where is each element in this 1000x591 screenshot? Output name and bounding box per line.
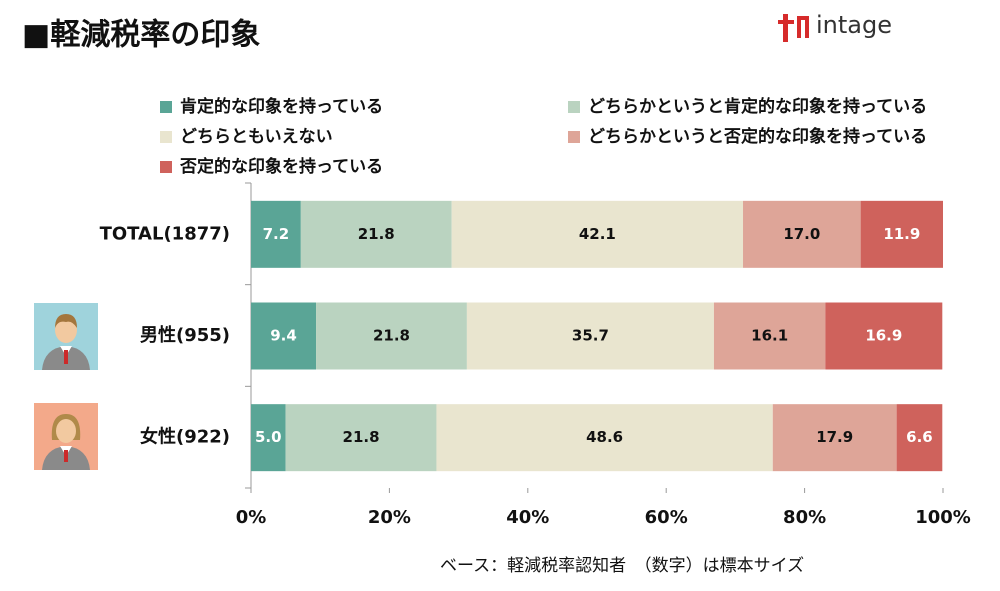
icon-tie [64, 350, 68, 364]
logo-mark [797, 16, 809, 20]
icon-face [55, 317, 77, 343]
legend-swatch [568, 131, 580, 143]
logo-mark [805, 16, 809, 38]
category-label: 女性(922) [140, 426, 230, 448]
logo-text: intage [816, 11, 892, 39]
bar-segment [251, 302, 317, 370]
bar-segment [285, 404, 437, 472]
x-tick-label: 40% [506, 507, 549, 528]
chart-title: ■軽減税率の印象 [22, 18, 260, 53]
value-label: 21.8 [373, 327, 410, 345]
value-label: 21.8 [358, 225, 395, 243]
x-tick-label: 60% [645, 507, 688, 528]
value-label: 21.8 [343, 428, 380, 446]
value-label: 48.6 [586, 428, 623, 446]
value-label: 11.9 [883, 225, 920, 243]
x-tick-label: 20% [368, 507, 411, 528]
legend-label: 肯定的な印象を持っている [180, 96, 383, 117]
value-label: 16.1 [751, 327, 788, 345]
logo: intage [778, 11, 892, 42]
legend-label: どちらともいえない [180, 127, 333, 147]
value-label: 17.0 [783, 225, 820, 243]
bar-segment [300, 200, 452, 268]
bar-segment [251, 404, 286, 472]
bar-segment [825, 302, 943, 370]
value-label: 17.9 [816, 428, 853, 446]
value-label: 35.7 [572, 327, 609, 345]
value-label: 9.4 [270, 327, 297, 345]
icon-face [56, 419, 76, 443]
bar-segment [251, 200, 301, 268]
legend-label: どちらかというと肯定的な印象を持っている [588, 96, 927, 117]
x-tick-label: 80% [783, 507, 826, 528]
bar-segment [316, 302, 467, 370]
legend-swatch [568, 101, 580, 113]
legend-label: どちらかというと否定的な印象を持っている [588, 126, 927, 147]
x-tick-label: 0% [236, 507, 267, 528]
bar-segment [451, 200, 744, 268]
legend-label: 否定的な印象を持っている [179, 156, 383, 177]
icon-tie [64, 450, 68, 462]
female-icon [34, 403, 98, 470]
legend-swatch [160, 131, 172, 143]
bar-segment [772, 404, 897, 472]
value-label: 6.6 [906, 428, 933, 446]
x-tick-label: 100% [915, 507, 971, 528]
bar-segment [743, 200, 861, 268]
bar-segment [860, 200, 943, 268]
value-label: 42.1 [579, 225, 616, 243]
footnote: ベース：軽減税率認知者 （数字）は標本サイズ [440, 556, 804, 576]
category-label: TOTAL(1877) [100, 223, 230, 244]
logo-mark [783, 14, 788, 42]
value-label: 5.0 [255, 428, 282, 446]
legend-swatch [160, 161, 172, 173]
value-label: 7.2 [263, 225, 290, 243]
legend-swatch [160, 101, 172, 113]
icon-hair [55, 314, 77, 328]
bar-segment [436, 404, 773, 472]
male-icon [34, 303, 98, 370]
category-label: 男性(955) [140, 324, 230, 346]
bar-segment [713, 302, 826, 370]
value-label: 16.9 [865, 327, 902, 345]
logo-mark [778, 20, 794, 24]
bar-segment [896, 404, 943, 472]
logo-mark [797, 16, 801, 38]
bar-segment [466, 302, 714, 370]
